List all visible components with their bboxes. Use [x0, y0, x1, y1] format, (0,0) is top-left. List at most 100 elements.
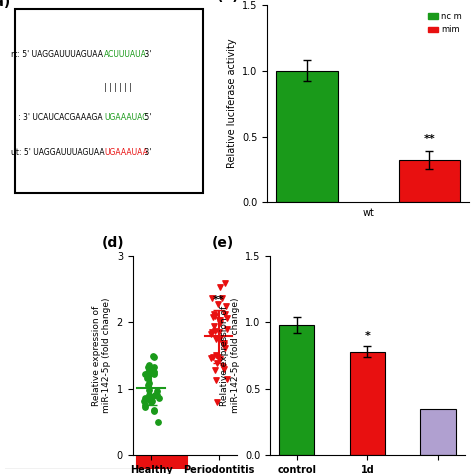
Point — [151, 363, 158, 371]
Bar — [420, 409, 456, 455]
Point — [152, 391, 159, 399]
Point — [219, 363, 227, 371]
Point — [222, 302, 229, 310]
Point — [214, 334, 222, 342]
Point — [212, 335, 220, 343]
Point — [215, 336, 223, 343]
Text: (a): (a) — [0, 0, 11, 9]
Point — [221, 310, 228, 318]
Point — [148, 393, 155, 401]
Point — [150, 407, 158, 414]
Point — [144, 372, 152, 379]
Point — [143, 374, 151, 382]
Point — [214, 353, 222, 361]
Point — [216, 317, 223, 324]
Point — [154, 418, 162, 426]
Point — [144, 381, 152, 388]
Point — [216, 283, 224, 291]
Point — [210, 322, 218, 329]
Text: UGAAAUAC: UGAAAUAC — [104, 113, 147, 122]
Point — [213, 359, 221, 367]
Bar — [15, 9, 203, 192]
Point — [145, 363, 152, 371]
Legend: nc m, mim: nc m, mim — [424, 9, 465, 38]
Point — [213, 398, 220, 406]
Text: *: * — [365, 331, 370, 341]
Bar — [276, 71, 337, 202]
Point — [142, 401, 149, 408]
X-axis label: wt: wt — [362, 208, 374, 218]
Point — [211, 327, 219, 335]
Point — [146, 361, 153, 368]
Point — [208, 330, 215, 338]
Text: (b): (b) — [217, 0, 239, 3]
Point — [141, 403, 148, 411]
Bar — [279, 325, 314, 455]
Point — [208, 328, 216, 336]
Point — [223, 326, 230, 333]
Point — [211, 312, 219, 320]
Text: UGAAAUAA: UGAAAUAA — [104, 148, 148, 157]
Point — [150, 368, 157, 375]
Point — [210, 314, 217, 321]
Point — [220, 339, 228, 347]
Text: (d): (d) — [101, 236, 124, 250]
Point — [146, 379, 153, 387]
Point — [146, 386, 153, 394]
Point — [214, 301, 221, 308]
Point — [221, 344, 229, 352]
Point — [221, 341, 228, 349]
Text: 3': 3' — [143, 148, 152, 157]
Point — [150, 370, 158, 378]
Point — [212, 351, 220, 359]
Point — [219, 340, 227, 348]
Point — [221, 280, 229, 287]
Point — [142, 370, 149, 378]
Text: (e): (e) — [212, 236, 234, 250]
Bar — [136, 393, 186, 469]
Text: ut: 5' UAGGAUUUAGUAA: ut: 5' UAGGAUUUAGUAA — [11, 148, 104, 157]
Text: ACUUUAUA: ACUUUAUA — [104, 50, 147, 59]
Y-axis label: Relative expression of
miR-142-5p (fold change): Relative expression of miR-142-5p (fold … — [220, 298, 239, 413]
Point — [155, 394, 163, 402]
Bar — [399, 160, 460, 202]
Point — [208, 294, 216, 302]
Point — [140, 398, 147, 405]
Point — [211, 366, 219, 374]
Text: : 3' UCAUCACGAAAGA: : 3' UCAUCACGAAAGA — [11, 113, 102, 122]
Bar — [350, 352, 385, 455]
Point — [153, 387, 160, 394]
Point — [141, 394, 149, 402]
Point — [150, 406, 157, 413]
Point — [216, 316, 224, 324]
Point — [217, 335, 224, 342]
Point — [212, 376, 219, 384]
Point — [223, 375, 230, 383]
Point — [145, 366, 153, 374]
Text: 3': 3' — [143, 50, 152, 59]
Point — [215, 328, 223, 336]
Point — [216, 319, 223, 327]
Text: **: ** — [213, 295, 225, 305]
Text: 5': 5' — [143, 113, 152, 122]
Point — [149, 353, 156, 360]
Text: | | | | | |: | | | | | | — [104, 83, 131, 92]
Point — [148, 398, 155, 405]
Point — [144, 395, 152, 402]
Point — [219, 295, 226, 302]
Y-axis label: Relative expression of
miR-142-5p (fold change): Relative expression of miR-142-5p (fold … — [92, 298, 111, 413]
Point — [216, 356, 224, 363]
Point — [207, 354, 214, 361]
Point — [147, 399, 155, 406]
Point — [150, 353, 158, 361]
Text: **: ** — [424, 135, 435, 145]
Point — [145, 392, 153, 399]
Point — [210, 310, 218, 318]
Point — [210, 354, 217, 361]
Point — [153, 391, 160, 399]
Text: **: ** — [155, 367, 167, 377]
Point — [223, 314, 230, 322]
Text: rt: 5' UAGGAUUUAGUAA: rt: 5' UAGGAUUUAGUAA — [11, 50, 103, 59]
Point — [220, 365, 228, 373]
Y-axis label: Relative luciferase activity: Relative luciferase activity — [227, 39, 237, 168]
